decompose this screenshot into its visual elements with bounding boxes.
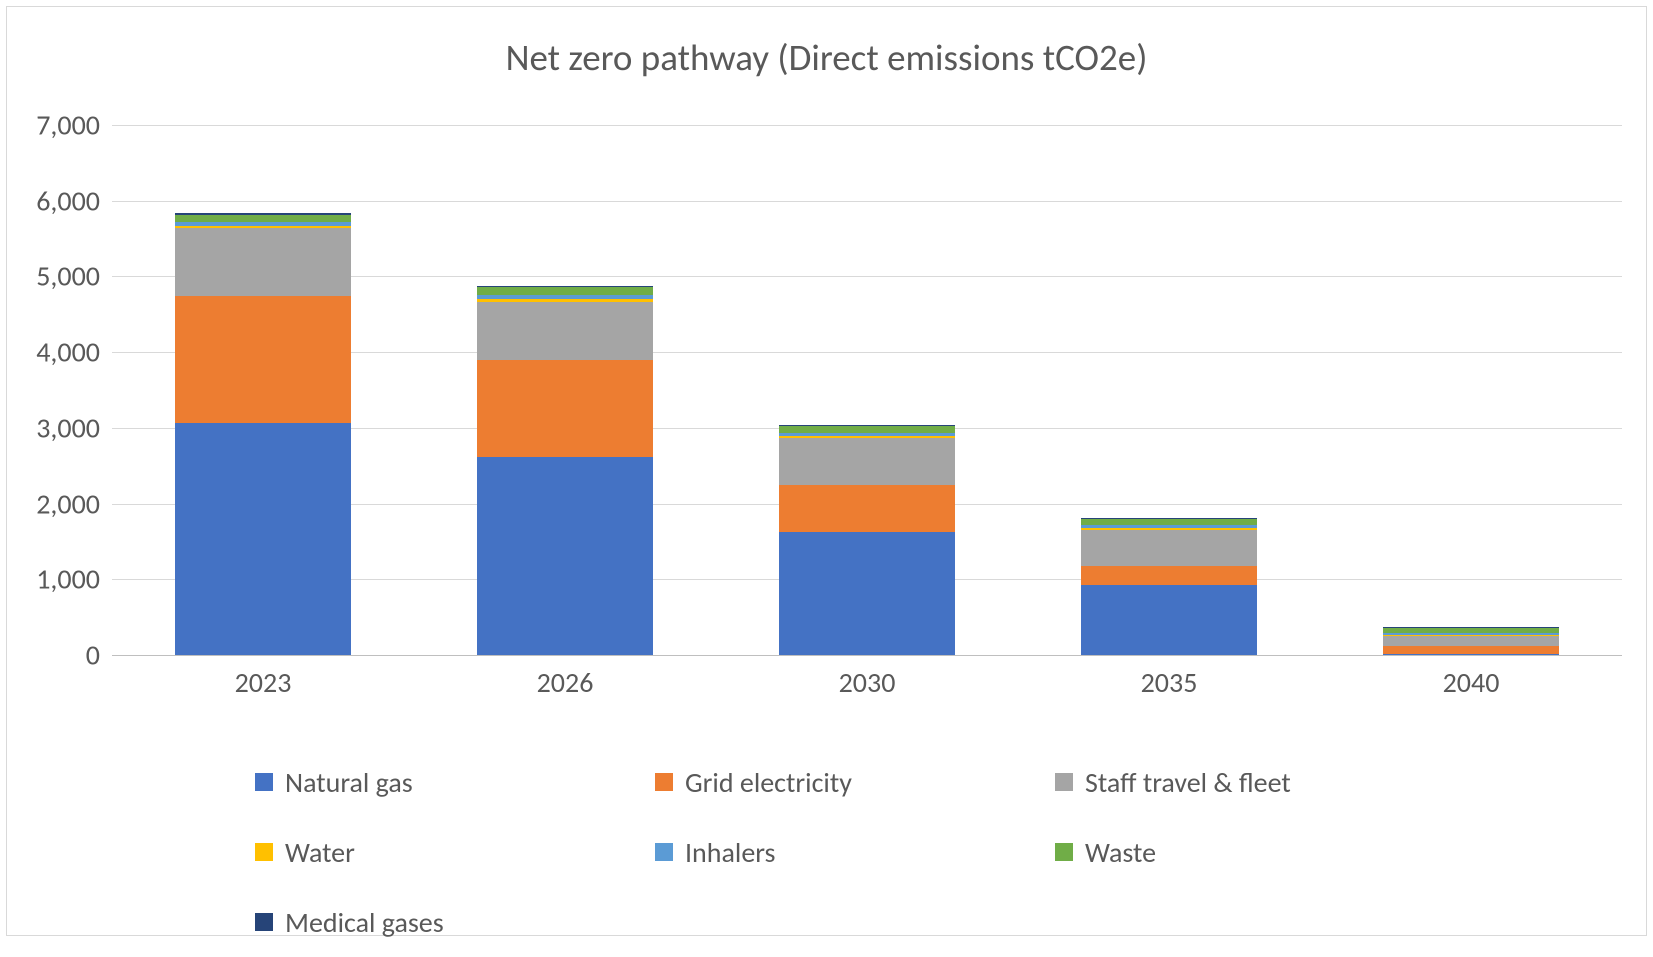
legend-item-waste: Waste [1055, 835, 1455, 870]
bar-segment-waste [477, 287, 652, 295]
legend-label: Water [285, 835, 355, 870]
legend-swatch [1055, 773, 1073, 791]
legend-label: Grid electricity [685, 765, 852, 800]
bar-segment-natural_gas [779, 532, 954, 655]
legend-label: Waste [1085, 835, 1156, 870]
bar-segment-staff_travel [779, 438, 954, 484]
bar-segment-inhalers [175, 222, 350, 226]
y-axis-label: 5,000 [36, 259, 112, 294]
x-axis-label: 2035 [1141, 655, 1198, 700]
bar-segment-waste [1081, 519, 1256, 525]
bar-segment-staff_travel [477, 302, 652, 360]
bar-segment-waste [175, 215, 350, 222]
bar-segment-inhalers [1081, 525, 1256, 528]
legend-swatch [1055, 843, 1073, 861]
legend-swatch [655, 773, 673, 791]
bar-segment-water [779, 436, 954, 438]
stacked-bar [477, 125, 652, 655]
bar-segment-staff_travel [1383, 636, 1558, 646]
bar-segment-medical_gases [779, 425, 954, 426]
legend-item-medical_gases: Medical gases [255, 905, 655, 940]
bar-segment-water [477, 299, 652, 302]
bar-segment-natural_gas [477, 457, 652, 655]
y-axis-label: 2,000 [36, 486, 112, 521]
chart-title: Net zero pathway (Direct emissions tCO2e… [7, 35, 1646, 80]
bar-segment-inhalers [779, 433, 954, 436]
bar-segment-water [175, 226, 350, 228]
legend-row: Water Inhalers Waste [255, 817, 1455, 887]
legend-row: Natural gas Grid electricity Staff travel … [255, 747, 1455, 817]
y-axis-label: 1,000 [36, 562, 112, 597]
stacked-bar [1383, 125, 1558, 655]
bar-segment-grid_elec [175, 296, 350, 423]
y-axis-label: 0 [86, 638, 112, 673]
legend-label: Staff travel & fleet [1085, 765, 1291, 800]
legend-swatch [255, 843, 273, 861]
legend-label: Inhalers [685, 835, 775, 870]
plot-area: 01,0002,0003,0004,0005,0006,0007,0002023… [112, 125, 1622, 655]
legend-label: Medical gases [285, 905, 444, 940]
legend-label: Natural gas [285, 765, 413, 800]
bar-segment-grid_elec [477, 360, 652, 457]
bar-segment-medical_gases [1081, 518, 1256, 519]
legend-row: Medical gases [255, 887, 1455, 957]
legend: Natural gas Grid electricity Staff travel … [255, 747, 1455, 957]
legend-swatch [655, 843, 673, 861]
legend-swatch [255, 913, 273, 931]
legend-item-water: Water [255, 835, 655, 870]
bar-segment-medical_gases [477, 286, 652, 288]
stacked-bar [779, 125, 954, 655]
bar-segment-grid_elec [779, 485, 954, 533]
legend-item-inhalers: Inhalers [655, 835, 1055, 870]
legend-item-natural_gas: Natural gas [255, 765, 655, 800]
bar-segment-grid_elec [1081, 566, 1256, 586]
stacked-bar [175, 125, 350, 655]
bar-segment-grid_elec [1383, 646, 1558, 654]
legend-swatch [255, 773, 273, 791]
bar-segment-inhalers [1383, 633, 1558, 635]
bar-segment-inhalers [477, 295, 652, 300]
y-axis-label: 7,000 [36, 108, 112, 143]
bar-segment-staff_travel [175, 228, 350, 296]
x-axis-label: 2040 [1443, 655, 1500, 700]
bar-segment-natural_gas [175, 423, 350, 655]
bar-segment-water [1383, 635, 1558, 636]
bar-segment-medical_gases [175, 213, 350, 215]
x-axis-label: 2023 [235, 655, 292, 700]
bar-segment-waste [779, 426, 954, 433]
x-axis-label: 2026 [537, 655, 594, 700]
stacked-bar [1081, 125, 1256, 655]
y-axis-label: 4,000 [36, 335, 112, 370]
x-axis-label: 2030 [839, 655, 896, 700]
bar-segment-natural_gas [1081, 585, 1256, 655]
legend-item-grid_elec: Grid electricity [655, 765, 1055, 800]
y-axis-label: 6,000 [36, 183, 112, 218]
bar-segment-natural_gas [1383, 654, 1558, 656]
bar-segment-staff_travel [1081, 530, 1256, 566]
bar-segment-waste [1383, 627, 1558, 632]
bar-segment-water [1081, 528, 1256, 530]
legend-item-staff_travel: Staff travel & fleet [1055, 765, 1455, 800]
emissions-chart: Net zero pathway (Direct emissions tCO2e… [6, 6, 1647, 936]
y-axis-label: 3,000 [36, 410, 112, 445]
